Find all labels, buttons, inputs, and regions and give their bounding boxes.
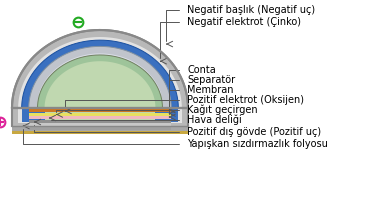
Polygon shape — [29, 119, 171, 123]
Polygon shape — [12, 108, 188, 126]
Text: Pozitif elektrot (Oksijen): Pozitif elektrot (Oksijen) — [187, 95, 304, 105]
Polygon shape — [29, 109, 171, 112]
Polygon shape — [12, 30, 188, 108]
Text: Yapışkan sızdırmazlık folyosu: Yapışkan sızdırmazlık folyosu — [187, 139, 328, 149]
Polygon shape — [18, 108, 182, 123]
Polygon shape — [29, 127, 171, 130]
Text: Pozitif dış gövde (Pozitif uç): Pozitif dış gövde (Pozitif uç) — [187, 127, 321, 137]
Text: Conta: Conta — [187, 65, 216, 75]
Polygon shape — [29, 116, 171, 119]
Polygon shape — [29, 109, 171, 112]
Text: Hava deliği: Hava deliği — [187, 115, 242, 125]
Polygon shape — [29, 123, 171, 126]
Text: Membran: Membran — [187, 85, 234, 95]
Text: Separatör: Separatör — [187, 75, 235, 85]
Text: Kağıt geçirgen: Kağıt geçirgen — [187, 105, 258, 115]
Polygon shape — [29, 123, 171, 126]
Polygon shape — [29, 46, 171, 108]
Polygon shape — [29, 112, 171, 116]
Text: Negatif elektrot (Çinko): Negatif elektrot (Çinko) — [187, 17, 301, 27]
Polygon shape — [12, 126, 188, 131]
Polygon shape — [37, 55, 163, 108]
Polygon shape — [12, 131, 188, 134]
Polygon shape — [29, 112, 171, 116]
Polygon shape — [29, 119, 171, 123]
Polygon shape — [22, 108, 178, 121]
Polygon shape — [18, 37, 182, 108]
Polygon shape — [29, 116, 171, 119]
Polygon shape — [45, 108, 155, 130]
Polygon shape — [39, 53, 161, 99]
Polygon shape — [22, 40, 178, 108]
Polygon shape — [29, 127, 171, 130]
Text: Negatif başlık (Negatif uç): Negatif başlık (Negatif uç) — [187, 5, 315, 15]
Polygon shape — [45, 61, 155, 108]
